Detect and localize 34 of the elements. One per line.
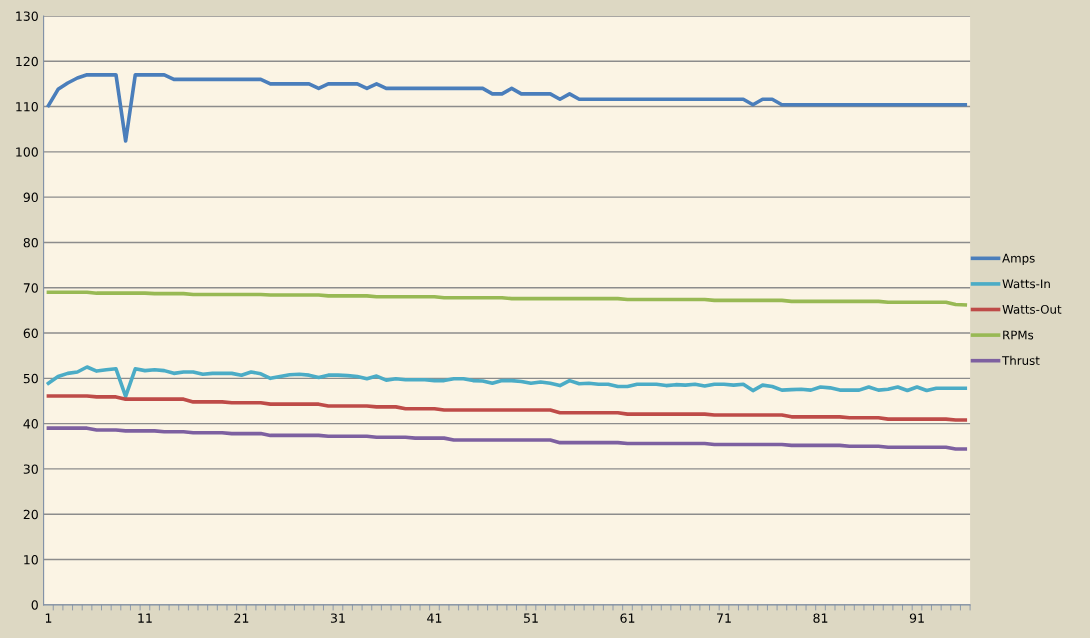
legend-label: Amps [1002,253,1035,265]
x-tick-label: 91 [909,613,924,623]
y-tick-label: 60 [23,328,38,338]
x-tick-label: 61 [620,613,635,623]
y-tick-label: 100 [16,147,38,157]
y-tick-label: 30 [23,464,38,474]
legend-label: Thrust [1002,355,1040,365]
y-tick-label: 10 [24,555,38,565]
y-tick-label: 0 [31,600,38,610]
y-tick-label: 80 [23,237,38,248]
y-tick-label: 50 [23,373,38,384]
x-tick-label: 81 [813,613,828,623]
legend-label: Watts-Out [1002,304,1062,314]
legend-label: Watts-In [1002,279,1050,289]
y-tick-label: 130 [16,11,38,21]
line-series [46,290,968,307]
y-tick-label: 40 [23,419,38,429]
x-tick-label: 11 [138,613,152,623]
y-tick-label: 120 [16,56,38,67]
y-tick-label: 20 [23,509,38,520]
x-tick-label: 21 [234,613,249,623]
y-tick-label: 110 [16,102,38,112]
y-tick-label: 70 [23,283,38,293]
y-tick-label: 90 [23,192,38,203]
x-tick-label: 71 [717,613,731,623]
x-tick-label: 1 [45,613,52,623]
line-series [46,426,968,451]
x-tick-label: 31 [330,613,345,623]
legend-label: RPMs [1003,330,1034,340]
line-series [46,365,968,399]
x-tick-label: 51 [523,613,538,623]
line-series [46,394,968,422]
x-tick-label: 41 [427,613,442,623]
line-series [46,73,968,143]
